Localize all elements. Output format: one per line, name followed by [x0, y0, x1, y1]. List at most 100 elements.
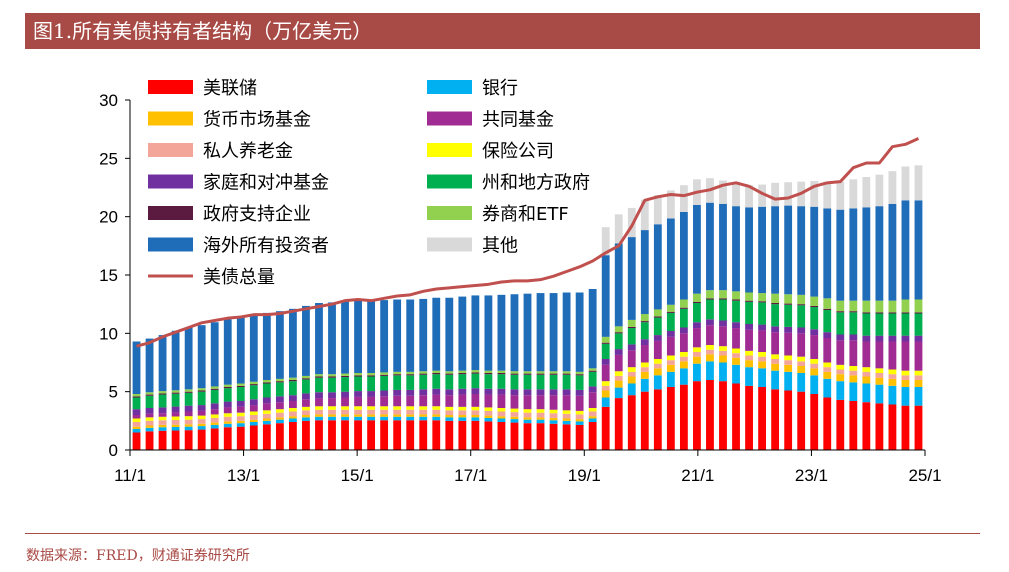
bar-segment — [627, 328, 636, 345]
bar-segment — [458, 420, 467, 450]
bar-segment — [158, 413, 167, 417]
bar-segment — [901, 312, 910, 314]
bar-segment — [197, 423, 206, 427]
bar-segment — [771, 304, 780, 327]
bar-segment — [862, 335, 871, 342]
bar-segment — [484, 394, 493, 408]
bar-segment — [706, 345, 714, 350]
bar-segment — [875, 335, 884, 342]
bar-segment — [849, 340, 858, 366]
bar-segment — [354, 373, 362, 376]
bar-segment — [458, 406, 467, 411]
bar-segment — [614, 214, 623, 244]
bar-segment — [745, 301, 753, 324]
bar-segment — [341, 391, 349, 398]
bar-segment — [914, 200, 923, 300]
x-tick-label: 13/1 — [227, 466, 260, 485]
bar-segment — [797, 304, 806, 306]
bar-segment — [810, 305, 819, 308]
bar-segment — [354, 376, 362, 392]
bar-segment — [653, 389, 662, 450]
bar-segment — [158, 420, 167, 425]
bar-segment — [275, 423, 284, 450]
bar-segment — [601, 406, 610, 450]
bar-segment — [745, 324, 753, 330]
bar-segment — [719, 299, 727, 321]
bar-segment — [875, 373, 884, 378]
bar-segment — [627, 319, 636, 327]
bar-segment — [784, 390, 793, 450]
bar-segment — [145, 427, 154, 432]
bar-segment — [197, 325, 206, 389]
bar-segment — [914, 299, 923, 313]
bar-segment — [484, 373, 493, 375]
bar-segment — [588, 370, 597, 372]
legend-label: 共同基金 — [482, 110, 554, 131]
bar-segment — [719, 290, 727, 299]
bar-segment — [497, 418, 506, 422]
bar-segment — [497, 416, 506, 419]
bar-segment — [640, 314, 649, 322]
bar-segment — [458, 370, 467, 373]
bar-segment — [341, 377, 349, 392]
bar-segment — [158, 430, 167, 450]
bar-segment — [249, 425, 258, 450]
legend-label: 保险公司 — [482, 141, 554, 162]
bar-segment — [380, 414, 389, 417]
bar-segment — [614, 375, 623, 381]
bar-segment — [145, 338, 154, 393]
bar-segment — [354, 391, 362, 397]
bar-segment — [588, 411, 597, 417]
bar-segment — [471, 406, 480, 411]
bar-segment — [706, 319, 714, 326]
bar-segment — [810, 329, 819, 336]
bar-segment — [406, 416, 415, 421]
bar-segment — [223, 401, 232, 408]
bar-segment — [640, 378, 649, 392]
bar-segment — [249, 405, 258, 412]
bar-segment — [823, 397, 832, 450]
bar-segment — [666, 336, 675, 356]
bar-segment — [575, 292, 584, 372]
bar-segment — [132, 415, 141, 419]
bar-segment — [236, 426, 245, 450]
bar-segment — [393, 409, 402, 415]
bar-segment — [797, 373, 806, 392]
bar-segment — [823, 310, 832, 333]
bar-segment — [601, 255, 610, 337]
bar-segment — [679, 307, 688, 309]
bar-segment — [693, 303, 701, 323]
bar-segment — [419, 409, 428, 415]
bar-segment — [914, 370, 923, 376]
bar-segment — [640, 371, 649, 379]
bar-segment — [745, 360, 753, 368]
bar-segment — [275, 378, 284, 382]
bar-segment — [771, 182, 780, 207]
bar-segment — [549, 293, 558, 372]
bar-segment — [328, 406, 336, 410]
bar-segment — [784, 205, 793, 295]
bar-segment — [262, 312, 271, 380]
bar-segment — [836, 381, 845, 400]
bar-segment — [171, 393, 180, 407]
bar-segment — [471, 370, 480, 373]
total-line — [136, 137, 920, 348]
chart-title: 图1.所有美债持有者结构（万亿美元） — [33, 19, 373, 43]
bar-segment — [419, 420, 428, 450]
bar-segment — [679, 352, 688, 357]
bar-segment — [901, 335, 910, 342]
bar-segment — [601, 381, 610, 386]
bar-segment — [510, 373, 519, 375]
bar-segment — [302, 375, 310, 379]
bar-segment — [406, 409, 415, 415]
bar-segment — [745, 367, 753, 386]
bar-segment — [823, 367, 832, 372]
bar-segment — [158, 427, 167, 431]
bar-segment — [132, 429, 141, 433]
bar-segment — [614, 398, 623, 450]
legend-label: 美债总量 — [203, 267, 275, 288]
bar-segment — [510, 408, 519, 413]
bar-segment — [588, 368, 597, 371]
bar-segment — [393, 420, 402, 450]
bar-segment — [367, 373, 376, 376]
